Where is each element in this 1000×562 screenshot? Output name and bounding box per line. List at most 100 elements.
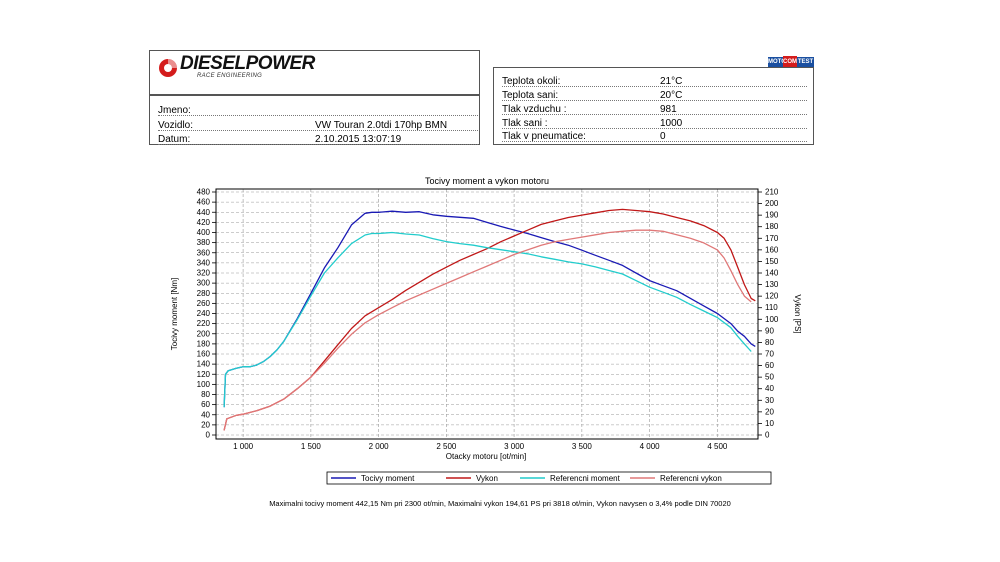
row-divider xyxy=(158,115,478,116)
air-pressure-label: Tlak vzduchu : xyxy=(502,104,567,115)
air-pressure-value: 981 xyxy=(660,104,677,115)
x-tick-label: 1 500 xyxy=(301,442,322,451)
tyre-pressure-label: Tlak v pneumatice: xyxy=(502,131,586,142)
x-tick-label: 1 000 xyxy=(233,442,254,451)
plot-frame xyxy=(215,188,759,440)
y-tick-label: 480 xyxy=(197,188,211,197)
y2-tick-label: 120 xyxy=(765,292,779,301)
y2-tick-label: 160 xyxy=(765,245,779,254)
legend-label: Referencni moment xyxy=(550,474,621,483)
series-line xyxy=(223,229,752,431)
y-tick-label: 60 xyxy=(201,400,210,409)
intake-temp-value: 20°C xyxy=(660,90,683,101)
y-tick-label: 160 xyxy=(197,350,211,359)
y2-tick-label: 90 xyxy=(765,326,774,335)
chart-title: Tocivy moment a vykon motoru xyxy=(425,176,549,186)
y2-tick-label: 70 xyxy=(765,350,774,359)
date-value: 2.10.2015 13:07:19 xyxy=(315,134,402,145)
y2-tick-label: 200 xyxy=(765,199,779,208)
y-tick-label: 260 xyxy=(197,299,211,308)
y-tick-label: 340 xyxy=(197,258,211,267)
x-axis-labels: 1 000 1 500 2 000 2 500 3 000 3 500 4 000 4 500 xyxy=(233,442,728,451)
intake-pressure-label: Tlak sani : xyxy=(502,118,548,129)
y2-tick-label: 30 xyxy=(765,396,774,405)
row-divider xyxy=(502,86,807,87)
y2-axis-labels: 0 10 20 30 40 50 60 70 80 90 100 110 120 130 140 150 160… xyxy=(758,188,779,440)
x-axis-title: Otacky motoru [ot/min] xyxy=(446,452,526,461)
x-tick-label: 2 500 xyxy=(436,442,457,451)
x-tick-label: 4 500 xyxy=(707,442,728,451)
y2-axis-title: Vykon [PS] xyxy=(793,294,802,333)
y2-tick-label: 130 xyxy=(765,280,779,289)
turbo-logo-icon xyxy=(159,59,177,77)
y-tick-label: 20 xyxy=(201,420,210,429)
y2-tick-label: 0 xyxy=(765,431,770,440)
y-tick-label: 140 xyxy=(197,360,211,369)
x-tick-label: 3 000 xyxy=(504,442,525,451)
row-divider xyxy=(502,100,807,101)
y2-tick-label: 20 xyxy=(765,407,774,416)
intake-temp-label: Teplota sani: xyxy=(502,90,559,101)
logo-subtitle: RACE ENGINEERING xyxy=(197,73,263,79)
vehicle-value: VW Touran 2.0tdi 170hp BMN xyxy=(315,120,448,131)
legend-label: Referencni vykon xyxy=(660,474,722,483)
y-tick-label: 300 xyxy=(197,279,211,288)
y2-tick-label: 170 xyxy=(765,234,779,243)
row-divider xyxy=(502,141,807,142)
x-tick-label: 2 000 xyxy=(369,442,390,451)
y-tick-label: 280 xyxy=(197,289,211,298)
legend-label: Vykon xyxy=(476,474,498,483)
y2-tick-label: 180 xyxy=(765,222,779,231)
y-tick-label: 180 xyxy=(197,339,211,348)
conditions-box: Teplota okoli: 21°C Teplota sani: 20°C T… xyxy=(493,67,814,145)
y-tick-label: 0 xyxy=(206,431,211,440)
row-divider xyxy=(158,144,478,145)
legend-box xyxy=(326,471,772,485)
y-axis-title: Tocivy moment [Nm] xyxy=(170,278,179,350)
y2-tick-label: 10 xyxy=(765,419,774,428)
footer-summary: Maximalni tocivy moment 442,15 Nm pri 23… xyxy=(269,499,731,508)
y2-tick-label: 210 xyxy=(765,188,779,197)
y-tick-label: 80 xyxy=(201,390,210,399)
x-tick-label: 3 500 xyxy=(572,442,593,451)
dyno-chart: Tocivy moment a vykon motoru 02040608010… xyxy=(170,176,802,485)
y-tick-label: 40 xyxy=(201,410,210,419)
logo-box: DIESELPOWER RACE ENGINEERING xyxy=(149,50,480,95)
row-divider xyxy=(502,114,807,115)
tyre-pressure-value: 0 xyxy=(660,131,666,142)
y-tick-label: 120 xyxy=(197,370,211,379)
y2-tick-label: 80 xyxy=(765,338,774,347)
legend-label: Tocivy moment xyxy=(361,474,415,483)
date-label: Datum: xyxy=(158,134,191,145)
y-tick-label: 400 xyxy=(197,228,211,237)
y-tick-label: 380 xyxy=(197,238,211,247)
y2-tick-label: 150 xyxy=(765,257,779,266)
y-tick-label: 240 xyxy=(197,309,211,318)
y-axis-labels: 0204060801001201401601802002202402602803… xyxy=(197,188,216,440)
ambient-temp-label: Teplota okoli: xyxy=(502,76,561,87)
y2-tick-label: 190 xyxy=(765,211,779,220)
motocomtest-badge: MOTO COM TEST xyxy=(768,56,814,68)
y2-tick-label: 60 xyxy=(765,361,774,370)
ambient-temp-value: 21°C xyxy=(660,76,683,87)
y2-tick-label: 140 xyxy=(765,269,779,278)
x-tick-label: 4 000 xyxy=(640,442,661,451)
vehicle-info-box: Jmeno: Vozidlo: VW Touran 2.0tdi 170hp B… xyxy=(149,95,480,145)
legend: Tocivy moment Vykon Referencni moment Refer… xyxy=(331,474,722,483)
logo-text: DIESELPOWER xyxy=(180,53,315,74)
y-tick-label: 220 xyxy=(197,319,211,328)
vehicle-label: Vozidlo: xyxy=(158,120,194,131)
series-line xyxy=(223,231,752,408)
y-tick-label: 200 xyxy=(197,329,211,338)
name-label: Jmeno: xyxy=(158,105,191,116)
y-tick-label: 360 xyxy=(197,248,211,257)
y-tick-label: 440 xyxy=(197,208,211,217)
row-divider xyxy=(158,130,478,131)
y-tick-label: 320 xyxy=(197,269,211,278)
y2-tick-label: 40 xyxy=(765,384,774,393)
y-tick-label: 420 xyxy=(197,218,211,227)
y2-tick-label: 100 xyxy=(765,315,779,324)
intake-pressure-value: 1000 xyxy=(660,118,683,129)
grid xyxy=(216,189,758,439)
y-tick-label: 460 xyxy=(197,198,211,207)
